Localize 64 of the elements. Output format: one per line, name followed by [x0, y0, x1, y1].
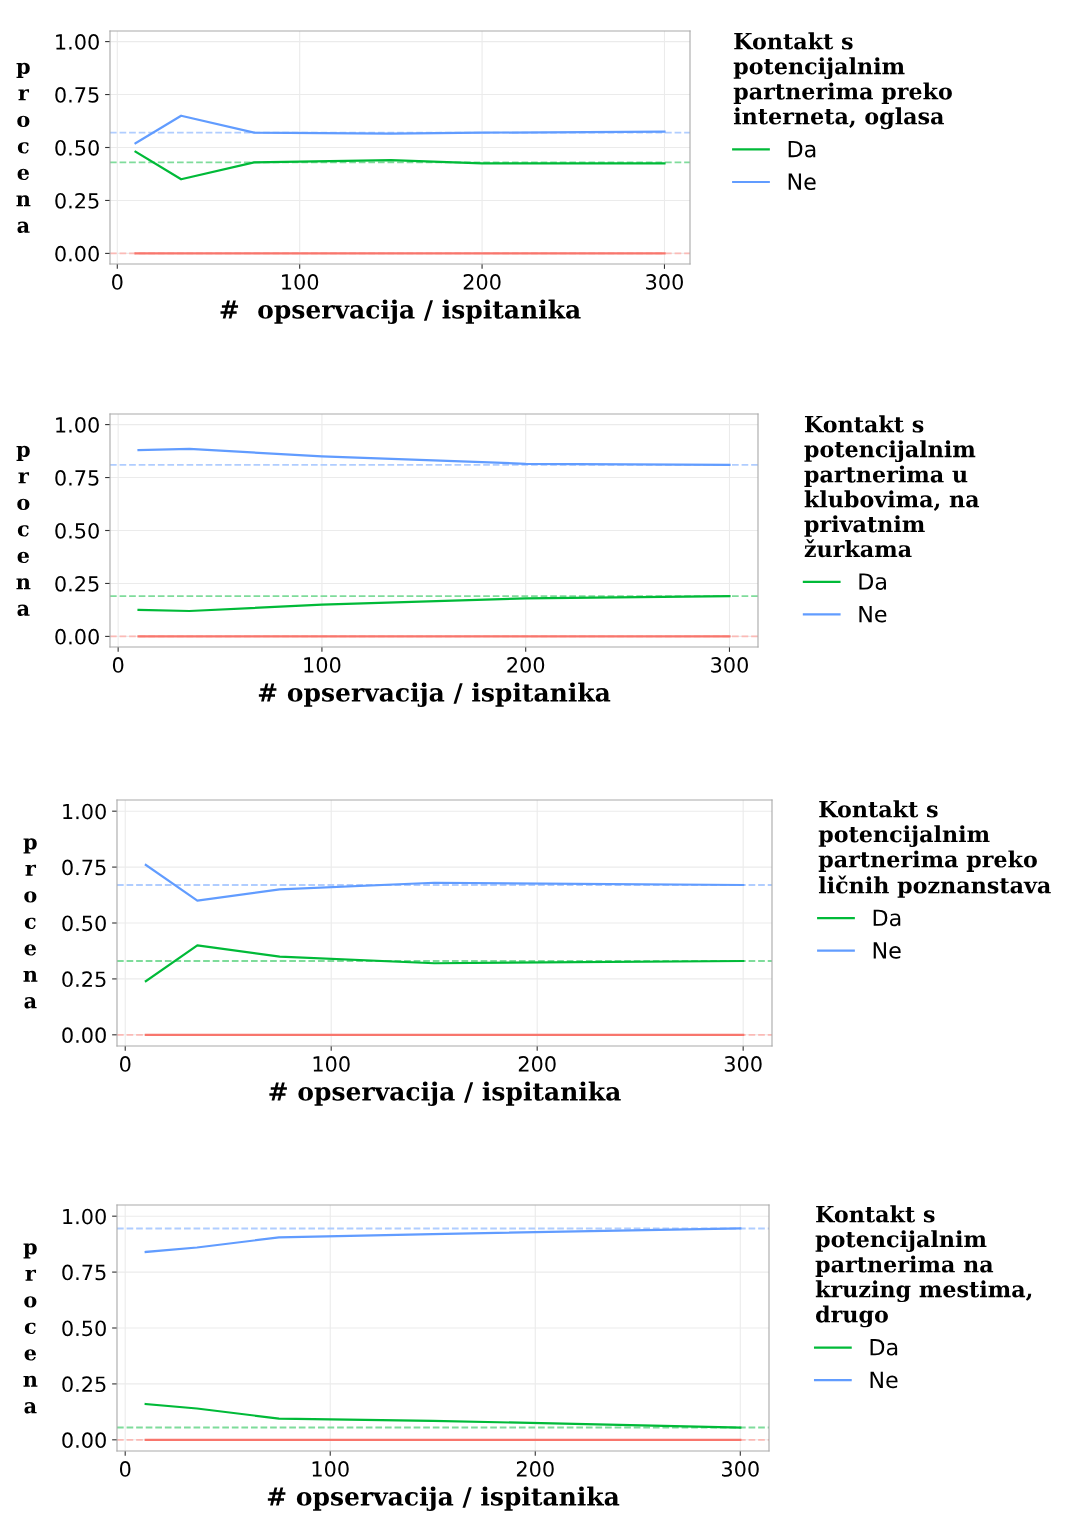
x-axis-title: # opservacija / ispitanika: [269, 1081, 621, 1106]
line-series: [134, 150, 666, 181]
legend-label: Ne: [870, 1371, 898, 1389]
x-tick-label: 300: [646, 274, 683, 290]
y-tick-label: 0.00: [62, 1027, 106, 1044]
y-axis-title: procena: [16, 445, 31, 617]
legend-label: Da: [859, 573, 886, 590]
legend-label: Ne: [859, 606, 887, 623]
y-tick-label: 0.50: [62, 915, 106, 932]
x-tick-label: 200: [516, 1461, 554, 1477]
line-series: [144, 944, 745, 983]
x-tick-label: 100: [304, 657, 341, 673]
y-tick-label: 0.50: [62, 1320, 106, 1337]
x-tick-label: 0: [119, 1056, 131, 1072]
x-tick-label: 300: [722, 1461, 759, 1477]
y-tick-label: 1.00: [63, 1208, 106, 1225]
line-series: [144, 1227, 742, 1254]
legend-title: Kontakt s potencijalnim partnerima na kruzing mestima, drugo: [815, 1205, 1032, 1328]
y-tick-label: 0.25: [62, 971, 106, 988]
y-tick-label: 0.00: [55, 628, 99, 645]
legend-label: Da: [870, 1339, 898, 1356]
y-tick-label: 0.50: [55, 522, 99, 539]
x-axis-title: # opservacija / ispitanika: [220, 299, 581, 324]
x-tick-label: 200: [463, 274, 501, 290]
y-tick-label: 0.75: [55, 87, 99, 103]
y-tick-label: 1.00: [56, 34, 99, 50]
x-tick-label: 200: [507, 657, 545, 673]
y-tick-label: 0.25: [55, 192, 99, 209]
line-series: [134, 114, 666, 145]
legend-label: Ne: [788, 173, 816, 191]
x-tick-label: 100: [312, 1461, 349, 1477]
x-tick-label: 0: [112, 657, 124, 673]
x-tick-label: 200: [518, 1056, 556, 1072]
legend-title: Kontakt s potencijalnim partnerima preko interneta, oglasa: [733, 32, 952, 130]
x-tick-label: 100: [313, 1056, 350, 1072]
y-tick-label: 0.75: [62, 859, 106, 876]
y-tick-label: 0.50: [55, 139, 99, 156]
y-tick-label: 1.00: [63, 803, 106, 820]
x-tick-label: 0: [119, 1461, 131, 1477]
line-series: [137, 447, 731, 466]
line-series: [144, 863, 745, 902]
y-tick-label: 0.00: [62, 1432, 106, 1449]
legend-title: Kontakt s potencijalnim partnerima preko ličnih poznanstava: [818, 800, 1051, 898]
y-tick-label: 0.25: [55, 575, 99, 592]
x-axis-title: # opservacija / ispitanika: [267, 1486, 620, 1511]
legend-label: Da: [788, 140, 816, 158]
x-tick-label: 300: [711, 657, 748, 673]
legend-label: Da: [873, 909, 901, 927]
y-axis-title: procena: [23, 838, 38, 1009]
line-series: [137, 595, 731, 613]
y-tick-label: 0.00: [55, 245, 99, 262]
legend-label: Ne: [873, 942, 901, 959]
legend-title: Kontakt s potencijalnim partnerima u klubovima, na privatnim žurkama: [804, 415, 980, 558]
x-tick-label: 300: [724, 1056, 762, 1072]
y-axis-title: procena: [16, 62, 31, 234]
line-series: [144, 1402, 742, 1429]
y-tick-label: 1.00: [56, 417, 99, 433]
y-tick-label: 0.75: [55, 470, 99, 486]
x-axis-title: # opservacija / ispitanika: [258, 682, 611, 707]
x-tick-label: 100: [282, 274, 319, 290]
y-axis-title: procena: [23, 1243, 38, 1414]
x-tick-label: 0: [112, 274, 123, 290]
y-tick-label: 0.25: [62, 1376, 106, 1393]
y-tick-label: 0.75: [62, 1264, 106, 1281]
